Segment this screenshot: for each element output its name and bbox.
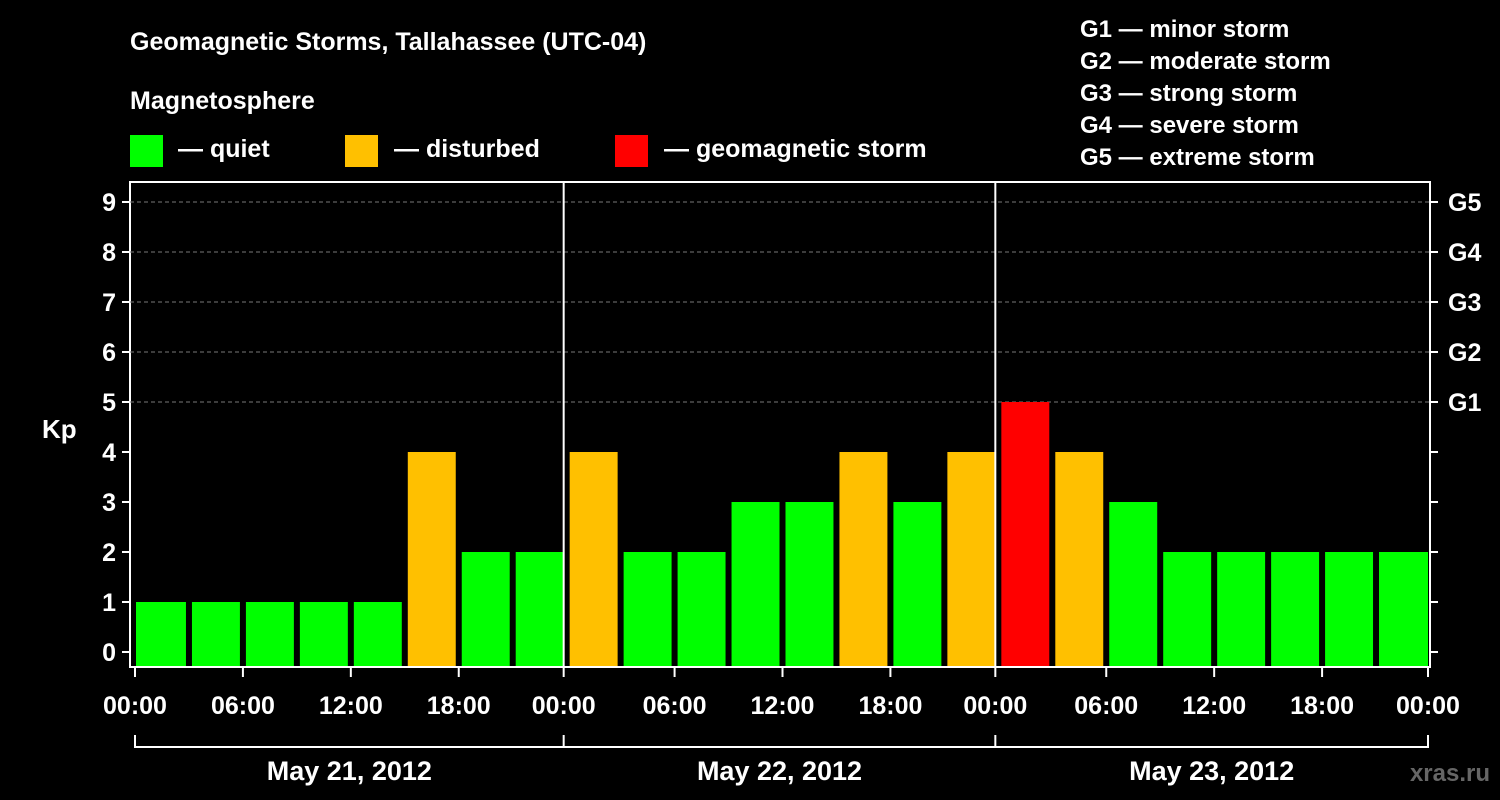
y-tick-label: 6 (102, 339, 116, 367)
x-tick-label: 00:00 (1396, 692, 1460, 720)
kp-bar (136, 602, 186, 666)
storm-scale-item: G2 — moderate storm (1080, 48, 1331, 75)
y-tick-label: 8 (102, 239, 116, 267)
kp-bar (299, 602, 348, 666)
kp-bar (191, 602, 240, 666)
storm-level-label: G3 (1448, 289, 1481, 317)
storm-level-label: G4 (1448, 239, 1481, 267)
x-tick-label: 18:00 (1290, 692, 1354, 720)
kp-bar (1163, 552, 1212, 666)
x-tick-label: 12:00 (319, 692, 383, 720)
kp-bar (1379, 552, 1428, 666)
x-tick-label: 06:00 (211, 692, 275, 720)
kp-bar (1001, 402, 1050, 666)
storm-scale-item: G4 — severe storm (1080, 112, 1299, 139)
kp-bar (839, 452, 888, 666)
legend-swatch-storm (615, 135, 648, 167)
legend-label-storm: — geomagnetic storm (664, 135, 927, 163)
y-tick-label: 0 (102, 639, 116, 667)
legend-swatch-quiet (130, 135, 163, 167)
storm-level-label: G2 (1448, 339, 1481, 367)
kp-bar (1325, 552, 1374, 666)
y-tick-label: 3 (102, 489, 116, 517)
chart-subtitle: Magnetosphere (130, 87, 315, 115)
kp-bar (893, 502, 942, 666)
storm-scale-item: G5 — extreme storm (1080, 144, 1315, 171)
kp-bar (353, 602, 402, 666)
chart-title: Geomagnetic Storms, Tallahassee (UTC-04) (130, 28, 646, 56)
date-label: May 21, 2012 (267, 756, 432, 786)
x-tick-label: 18:00 (858, 692, 922, 720)
date-label: May 22, 2012 (697, 756, 862, 786)
kp-bar (461, 552, 510, 666)
x-tick-label: 18:00 (427, 692, 491, 720)
kp-bar (1271, 552, 1320, 666)
x-tick-label: 00:00 (963, 692, 1027, 720)
kp-bar (407, 452, 456, 666)
kp-bar (785, 502, 834, 666)
y-tick-label: 9 (102, 189, 116, 217)
legend-label-quiet: — quiet (178, 135, 270, 163)
x-tick-label: 12:00 (1182, 692, 1246, 720)
y-tick-label: 5 (102, 389, 116, 417)
x-tick-label: 06:00 (1074, 692, 1138, 720)
x-tick-label: 06:00 (643, 692, 707, 720)
kp-bar (1217, 552, 1266, 666)
legend-label-disturbed: — disturbed (394, 135, 540, 163)
y-axis-label: Kp (42, 414, 77, 444)
x-tick-label: 12:00 (751, 692, 815, 720)
kp-bar (677, 552, 726, 666)
kp-bar (623, 552, 672, 666)
storm-scale-item: G1 — minor storm (1080, 16, 1289, 43)
storm-level-label: G1 (1448, 389, 1481, 417)
kp-bar (515, 552, 564, 666)
storm-scale-item: G3 — strong storm (1080, 80, 1297, 107)
kp-bar (245, 602, 294, 666)
y-tick-label: 4 (102, 439, 116, 467)
y-tick-label: 7 (102, 289, 116, 317)
kp-bar (947, 452, 996, 666)
x-tick-label: 00:00 (532, 692, 596, 720)
date-label: May 23, 2012 (1129, 756, 1294, 786)
plot-frame (129, 181, 1431, 668)
legend-swatch-disturbed (345, 135, 378, 167)
kp-bar (569, 452, 618, 666)
kp-bar (1055, 452, 1104, 666)
y-tick-label: 1 (102, 589, 116, 617)
kp-bar (1109, 502, 1158, 666)
kp-bar (731, 502, 780, 666)
watermark: xras.ru (1410, 760, 1490, 787)
storm-level-label: G5 (1448, 189, 1481, 217)
y-tick-label: 2 (102, 539, 116, 567)
x-tick-label: 00:00 (103, 692, 167, 720)
